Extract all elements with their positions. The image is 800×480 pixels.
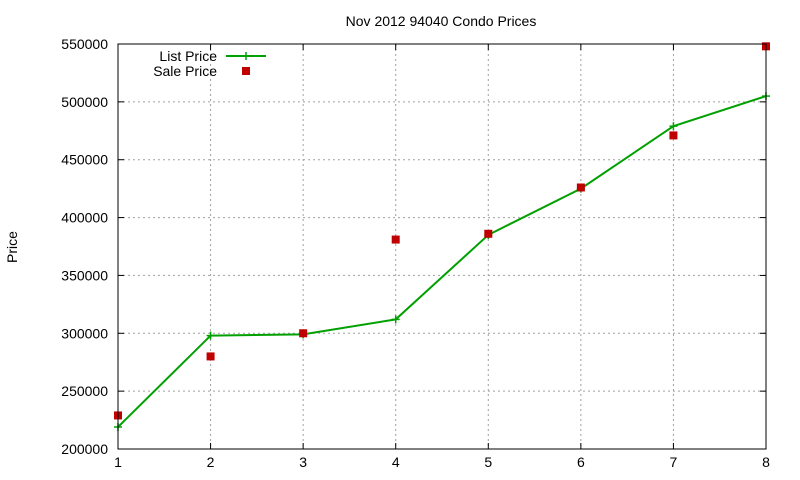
- list-price-point: [206, 331, 215, 340]
- chart-title: Nov 2012 94040 Condo Prices: [346, 13, 537, 29]
- x-tick-label: 2: [207, 454, 215, 470]
- y-tick-label: 250000: [61, 383, 108, 399]
- list-price-point: [669, 122, 678, 131]
- x-tick-label: 6: [577, 454, 585, 470]
- legend-swatch-sale-price: [242, 67, 250, 75]
- series-layer: [114, 42, 770, 432]
- x-tick-label: 1: [114, 454, 122, 470]
- legend-label-sale-price: Sale Price: [153, 63, 217, 79]
- x-tick-label: 7: [670, 454, 678, 470]
- sale-price-point: [391, 235, 400, 244]
- x-tick-label: 8: [762, 454, 770, 470]
- plot-border: [117, 43, 767, 450]
- axis-ticks: [117, 43, 767, 450]
- legend-swatches: [226, 52, 266, 75]
- x-tick-label: 3: [299, 454, 307, 470]
- legend-label-list-price: List Price: [159, 48, 217, 64]
- y-tick-label: 500000: [61, 94, 108, 110]
- y-tick-label: 550000: [61, 36, 108, 52]
- axis-tick-labels: 200000 250000 300000 350000 400000 450000 5000…: [61, 36, 770, 470]
- y-tick-label: 200000: [61, 441, 108, 457]
- sale-price-point: [299, 329, 308, 338]
- y-tick-label: 300000: [61, 325, 108, 341]
- sale-price-point: [576, 183, 585, 192]
- sale-price-point: [669, 131, 678, 140]
- list-price-point: [391, 315, 400, 324]
- y-tick-label: 450000: [61, 152, 108, 168]
- legend: List Price Sale Price: [153, 48, 266, 79]
- y-tick-label: 400000: [61, 210, 108, 226]
- grid-lines: [118, 44, 766, 449]
- y-axis-label: Price: [4, 231, 20, 263]
- x-tick-label: 4: [392, 454, 400, 470]
- legend-marker-list-price: [242, 52, 250, 60]
- list-price-line: [117, 95, 767, 428]
- sale-price-point: [484, 229, 493, 238]
- sale-price-point: [206, 352, 215, 361]
- x-tick-label: 5: [484, 454, 492, 470]
- y-tick-label: 350000: [61, 267, 108, 283]
